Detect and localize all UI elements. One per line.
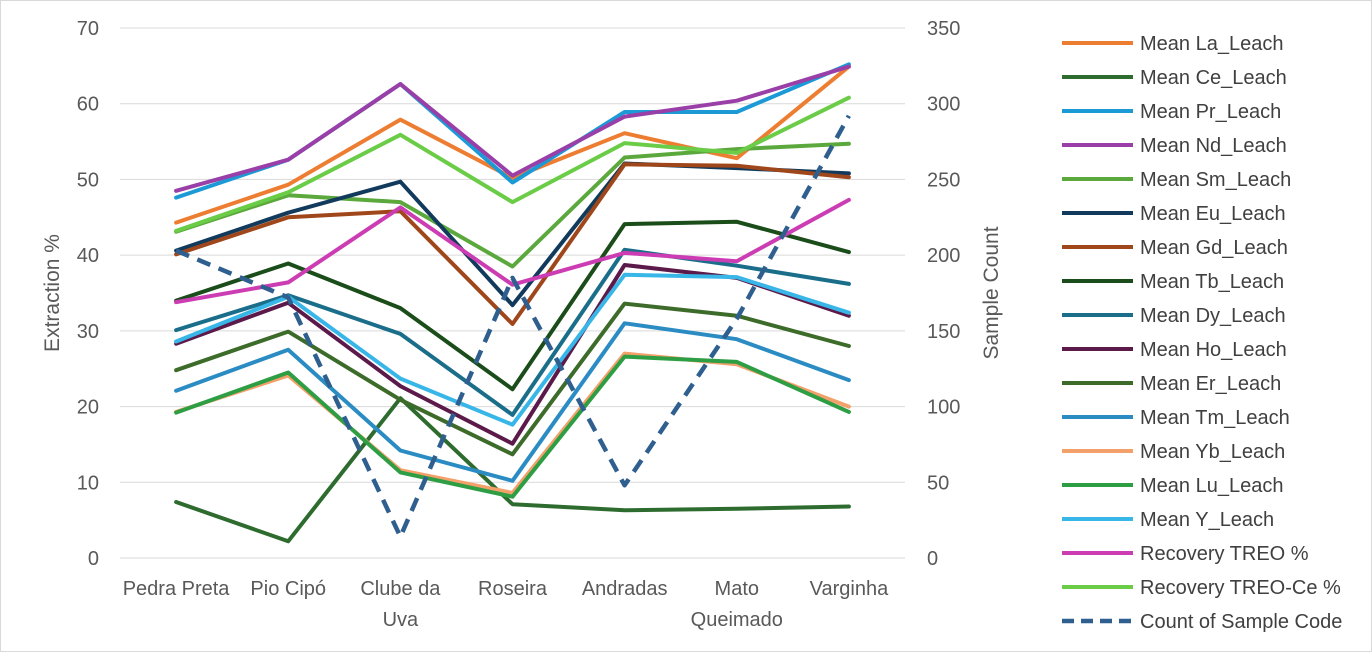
series-line-mean-yb-leach <box>174 351 851 495</box>
right-tick-label: 100 <box>927 397 960 419</box>
legend-item: Mean Ho_Leach <box>1062 339 1287 361</box>
legend-item: Mean Pr_Leach <box>1062 101 1281 123</box>
legend-item: Recovery TREO-Ce % <box>1062 577 1341 599</box>
series-line-mean-tm-leach <box>174 321 851 483</box>
series-lines <box>174 62 851 544</box>
legend-item: Mean Gd_Leach <box>1062 237 1288 259</box>
legend-label: Recovery TREO % <box>1140 543 1309 565</box>
series-line-mean-lu-leach <box>174 354 851 499</box>
legend-label: Mean La_Leach <box>1140 33 1283 55</box>
legend-label: Mean Tb_Leach <box>1140 271 1284 293</box>
legend-item: Mean Dy_Leach <box>1062 305 1286 327</box>
legend-item: Count of Sample Code <box>1062 611 1342 633</box>
series-line-mean-gd-leach <box>174 162 851 326</box>
series-line-mean-la-leach <box>174 64 851 225</box>
right-tick-label: 50 <box>927 472 949 494</box>
series-line-mean-nd-leach <box>174 64 851 193</box>
legend-label: Recovery TREO-Ce % <box>1140 577 1341 599</box>
legend-item: Mean Er_Leach <box>1062 373 1281 395</box>
legend-label: Mean Lu_Leach <box>1140 475 1283 497</box>
legend-label: Count of Sample Code <box>1140 611 1342 633</box>
legend-item: Mean Eu_Leach <box>1062 203 1286 225</box>
right-tick-label: 150 <box>927 321 960 343</box>
legend-item: Mean Tb_Leach <box>1062 271 1284 293</box>
right-axis-ticks: 0 50 100 150 200 250 300 350 <box>927 18 960 570</box>
series-line-mean-sm-leach <box>174 141 851 269</box>
legend: Mean La_Leach Mean Ce_Leach Mean Pr_Leach M… <box>1062 33 1342 633</box>
right-tick-label: 350 <box>927 18 960 40</box>
legend-item: Mean Lu_Leach <box>1062 475 1283 497</box>
left-tick-label: 40 <box>77 245 99 267</box>
legend-label: Mean Sm_Leach <box>1140 169 1291 191</box>
legend-item: Mean Sm_Leach <box>1062 169 1291 191</box>
legend-label: Mean Ho_Leach <box>1140 339 1287 361</box>
legend-label: Mean Ce_Leach <box>1140 67 1287 89</box>
left-tick-label: 50 <box>77 169 99 191</box>
left-tick-label: 60 <box>77 94 99 116</box>
right-tick-label: 200 <box>927 245 960 267</box>
category-label: Pedra Preta <box>123 578 231 600</box>
legend-item: Mean La_Leach <box>1062 33 1283 55</box>
legend-label: Mean Nd_Leach <box>1140 135 1287 157</box>
left-tick-label: 30 <box>77 321 99 343</box>
legend-label: Mean Eu_Leach <box>1140 203 1286 225</box>
category-label: Clube da Uva <box>360 578 441 631</box>
legend-label: Mean Pr_Leach <box>1140 101 1281 123</box>
right-axis-title: Sample Count <box>980 226 1003 359</box>
category-label: Andradas <box>582 578 668 600</box>
left-tick-label: 10 <box>77 472 99 494</box>
right-tick-label: 0 <box>927 548 938 570</box>
series-line-recovery-treo-ce <box>174 95 851 233</box>
legend-label: Mean Tm_Leach <box>1140 407 1290 429</box>
series-line-count-of-sample-code <box>175 114 851 540</box>
series-line-mean-ce-leach <box>174 396 851 544</box>
legend-label: Mean Gd_Leach <box>1140 237 1288 259</box>
category-label: Mato Queimado <box>691 578 783 631</box>
right-tick-label: 300 <box>927 94 960 116</box>
left-tick-label: 20 <box>77 397 99 419</box>
legend-item: Mean Y_Leach <box>1062 509 1274 531</box>
category-label: Varginha <box>810 578 889 600</box>
legend-label: Mean Y_Leach <box>1140 509 1274 531</box>
left-axis-title: Extraction % <box>41 234 64 352</box>
series-line-mean-eu-leach <box>174 161 851 308</box>
legend-label: Mean Er_Leach <box>1140 373 1281 395</box>
legend-item: Mean Nd_Leach <box>1062 135 1287 157</box>
legend-item: Recovery TREO % <box>1062 543 1309 565</box>
right-tick-label: 250 <box>927 169 960 191</box>
left-axis-ticks: 0 10 20 30 40 50 60 70 <box>77 18 99 570</box>
legend-label: Mean Yb_Leach <box>1140 441 1285 463</box>
series-line-recovery-treo <box>174 197 851 305</box>
series-line-mean-tb-leach <box>174 219 851 392</box>
left-tick-label: 0 <box>88 548 99 570</box>
category-label: Pio Cipó <box>250 578 326 600</box>
left-tick-label: 70 <box>77 18 99 40</box>
legend-item: Mean Tm_Leach <box>1062 407 1290 429</box>
category-axis-labels: Pedra Preta Pio Cipó Clube da Uva Roseira And… <box>123 578 889 631</box>
legend-item: Mean Ce_Leach <box>1062 67 1287 89</box>
legend-label: Mean Dy_Leach <box>1140 305 1286 327</box>
category-label: Roseira <box>478 578 548 600</box>
legend-item: Mean Yb_Leach <box>1062 441 1285 463</box>
